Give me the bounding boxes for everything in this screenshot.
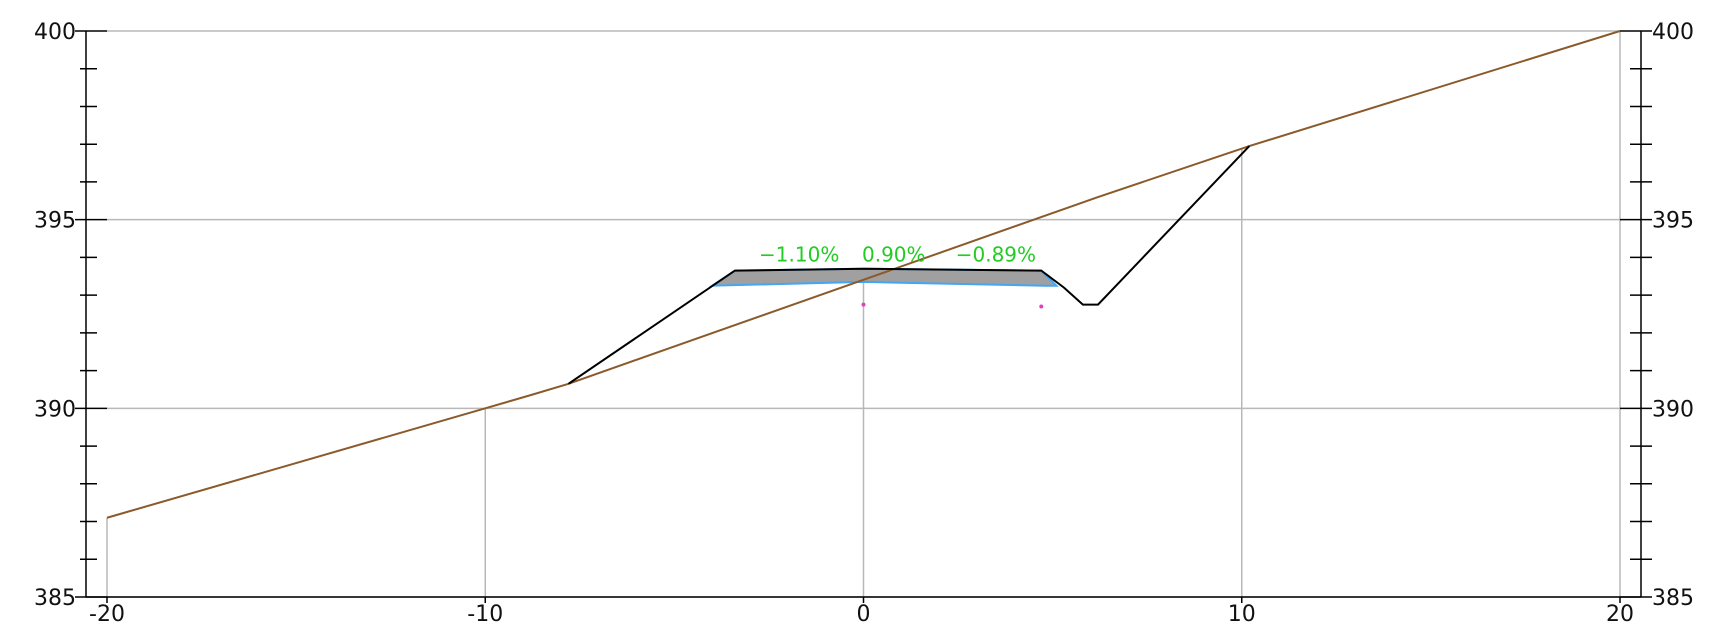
control-point [1039,304,1044,309]
x-tick-label: 0 [857,602,871,625]
slope-label: −1.10% [759,243,839,267]
grid [106,30,1621,598]
cross-section-line [567,145,1251,385]
y-tick-label-left: 395 [34,209,76,234]
x-tick-label: 20 [1606,602,1634,625]
plot-area [106,30,1621,519]
y-tick-label-right: 395 [1652,209,1694,234]
y-tick-label-right: 390 [1652,397,1694,422]
slope-label: −0.89% [956,243,1036,267]
y-tick-label-right: 385 [1652,586,1694,611]
slope-label: 0.90% [862,243,926,267]
control-point [861,302,866,307]
x-tick-label: 10 [1228,602,1256,625]
x-tick-label: -10 [467,602,503,625]
pavement-layer [708,267,1059,287]
axes [75,30,1652,603]
y-tick-label-left: 390 [34,397,76,422]
y-tick-label-right: 400 [1652,20,1694,45]
x-tick-label: -20 [89,602,125,625]
y-tick-label-left: 400 [34,20,76,45]
labels: 385 385 390 390 395 395 400 400 -20 -10 0 10 20 −1.10… [34,20,1694,625]
y-tick-label-left: 385 [34,586,76,611]
